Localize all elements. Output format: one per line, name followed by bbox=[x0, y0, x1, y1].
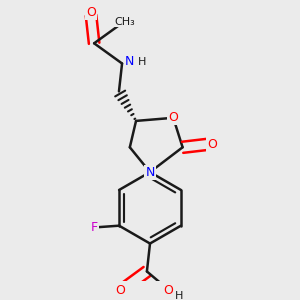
Text: N: N bbox=[145, 166, 155, 178]
Text: CH₃: CH₃ bbox=[115, 16, 136, 27]
Text: H: H bbox=[175, 291, 184, 300]
Text: O: O bbox=[207, 138, 217, 151]
Text: O: O bbox=[168, 111, 178, 124]
Text: H: H bbox=[138, 57, 146, 67]
Text: N: N bbox=[125, 56, 134, 68]
Text: O: O bbox=[116, 284, 125, 297]
Text: F: F bbox=[91, 221, 98, 234]
Text: O: O bbox=[86, 6, 96, 19]
Text: O: O bbox=[164, 284, 174, 297]
